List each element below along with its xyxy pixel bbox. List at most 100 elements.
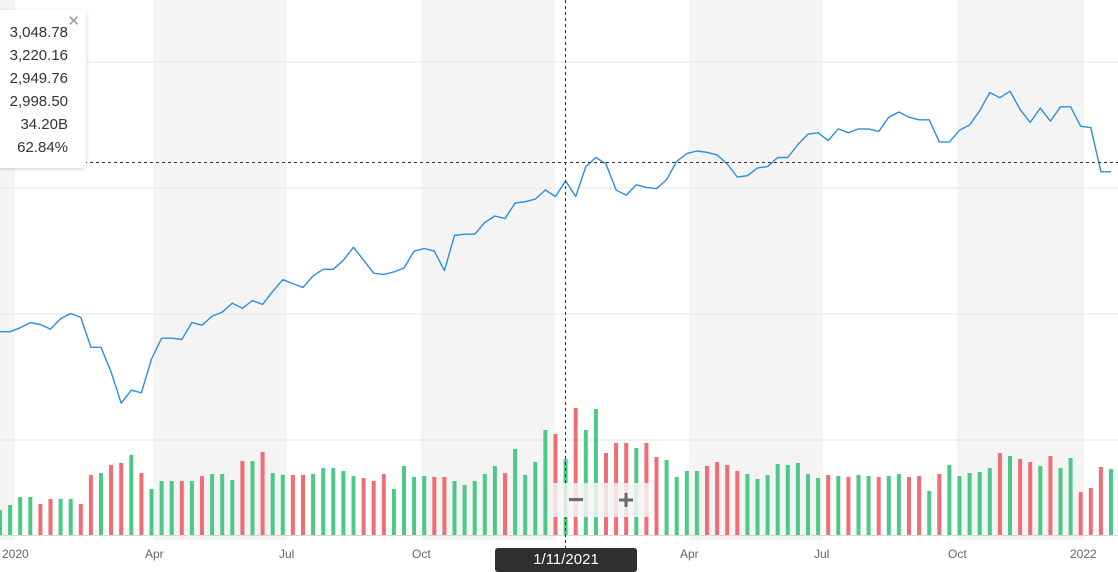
volume-bar bbox=[765, 475, 770, 535]
volume-bar bbox=[169, 481, 174, 535]
volume-bar bbox=[220, 474, 225, 535]
tooltip-close: 2,998.50 bbox=[9, 93, 68, 110]
volume-bar bbox=[38, 504, 43, 535]
volume-bar bbox=[492, 466, 497, 535]
volume-bar bbox=[1038, 466, 1043, 535]
volume-bar bbox=[78, 504, 83, 535]
volume-bar bbox=[371, 481, 376, 535]
volume-bar bbox=[381, 474, 386, 535]
crosshair-date-label: 1/11/2021 bbox=[495, 548, 637, 572]
volume-bar bbox=[684, 471, 689, 535]
x-tick-label: Oct bbox=[948, 547, 967, 561]
volume-bar bbox=[311, 474, 316, 535]
volume-bar bbox=[755, 479, 760, 535]
volume-bar bbox=[18, 497, 23, 535]
volume-bar bbox=[917, 476, 922, 535]
volume-bar bbox=[442, 477, 447, 535]
volume-bar bbox=[513, 449, 518, 535]
volume-bar bbox=[846, 477, 851, 535]
volume-bar bbox=[8, 505, 13, 535]
crosshair bbox=[0, 0, 1118, 548]
period-band bbox=[153, 0, 287, 540]
volume-bar bbox=[1078, 492, 1083, 535]
volume-bar bbox=[654, 457, 659, 535]
volume-bar bbox=[331, 468, 336, 535]
volume-bar bbox=[816, 478, 821, 535]
x-tick-label: Jul bbox=[279, 547, 295, 561]
volume-bar bbox=[1088, 488, 1093, 535]
volume-bar bbox=[0, 510, 2, 535]
tooltip-open: 3,048.78 bbox=[9, 24, 68, 41]
zoom-out-button[interactable]: − bbox=[567, 484, 585, 515]
volume-bar bbox=[341, 471, 346, 535]
volume-bar bbox=[927, 491, 932, 535]
volume-bar bbox=[583, 430, 588, 535]
volume-bar bbox=[452, 481, 457, 535]
volume-bar bbox=[593, 409, 598, 535]
x-tick-label: 2022 bbox=[1070, 547, 1097, 561]
volume-bar bbox=[412, 477, 417, 535]
volume-bar bbox=[422, 476, 427, 535]
volume-bar bbox=[28, 497, 33, 535]
volume-bar bbox=[826, 475, 831, 535]
volume-bar bbox=[896, 474, 901, 535]
volume-bar bbox=[290, 475, 295, 535]
volume-bar bbox=[977, 472, 982, 535]
tooltip-low: 2,949.76 bbox=[9, 70, 68, 87]
zoom-control: − + bbox=[551, 483, 651, 517]
volume-bar bbox=[836, 476, 841, 535]
volume-bar bbox=[725, 465, 730, 535]
volume-bar bbox=[1028, 462, 1033, 535]
volume-bar bbox=[230, 480, 235, 535]
volume-bar bbox=[129, 455, 134, 535]
volume-bar bbox=[735, 471, 740, 535]
volume-bar bbox=[149, 489, 154, 535]
volume-bar bbox=[1008, 456, 1012, 535]
volume-bar bbox=[523, 475, 528, 535]
volume-bar bbox=[351, 476, 356, 535]
volume-bar bbox=[664, 460, 669, 535]
volume-bar bbox=[503, 473, 507, 535]
volume-bar bbox=[402, 466, 406, 535]
volume-bar bbox=[543, 430, 548, 535]
volume-bar bbox=[462, 485, 467, 535]
tooltip-change: 62.84% bbox=[17, 139, 68, 156]
period-band bbox=[957, 0, 1084, 540]
volume-bar bbox=[119, 463, 124, 535]
volume-bar bbox=[886, 476, 891, 535]
volume-bar bbox=[674, 477, 679, 535]
volume-bar bbox=[533, 462, 538, 535]
volume-bar bbox=[1068, 458, 1073, 535]
volume-bar bbox=[715, 462, 720, 535]
close-icon[interactable]: ✕ bbox=[67, 13, 80, 30]
volume-bar bbox=[210, 474, 215, 535]
period-bands bbox=[0, 0, 1084, 540]
zoom-in-button[interactable]: + bbox=[617, 484, 635, 515]
volume-bar bbox=[260, 452, 265, 535]
volume-bar bbox=[907, 477, 911, 535]
x-tick-label: Jul bbox=[814, 547, 830, 561]
volume-bar bbox=[240, 461, 245, 535]
tooltip-volume: 34.20B bbox=[20, 116, 68, 133]
volume-bar bbox=[856, 475, 861, 535]
volume-bar bbox=[1058, 468, 1063, 535]
volume-bar bbox=[694, 471, 699, 535]
x-tick-label: 2020 bbox=[2, 547, 29, 561]
volume-bar bbox=[280, 475, 285, 535]
volume-bar bbox=[806, 474, 810, 535]
volume-bar bbox=[987, 468, 992, 535]
volume-bar bbox=[109, 465, 114, 535]
volume-bar bbox=[58, 499, 63, 535]
volume-bar bbox=[482, 474, 487, 535]
volume-bar bbox=[785, 465, 790, 535]
volume-bar bbox=[745, 474, 750, 535]
volume-bar bbox=[99, 473, 103, 535]
volume-bar bbox=[391, 489, 396, 535]
volume-bar bbox=[573, 408, 578, 535]
volume-bar bbox=[1018, 459, 1023, 535]
price-line bbox=[0, 90, 1111, 404]
x-tick-label: Apr bbox=[145, 547, 164, 561]
volume-bar bbox=[432, 477, 437, 535]
period-band bbox=[689, 0, 823, 540]
